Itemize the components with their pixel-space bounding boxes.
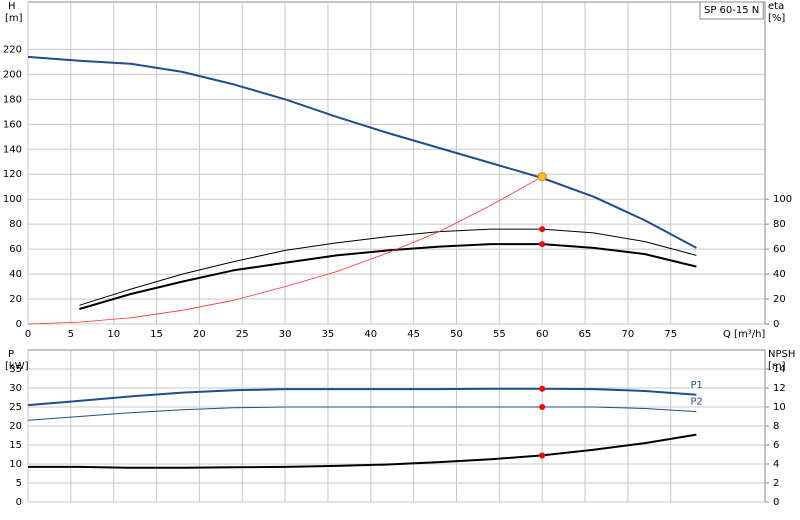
- curve-label: P2: [690, 397, 702, 408]
- y2-tick-label: 40: [773, 269, 786, 280]
- x-tick-label: 30: [279, 329, 292, 340]
- x-tick-label: 20: [193, 329, 206, 340]
- x-tick-label: 40: [364, 329, 377, 340]
- operating-point: [539, 385, 546, 392]
- y-tick-label: 35: [9, 364, 22, 375]
- y2-tick-label: 4: [773, 459, 779, 470]
- x-tick-label: 75: [664, 329, 677, 340]
- y2-axis-label: NPSH: [768, 349, 795, 360]
- curve: [27, 387, 697, 407]
- y-tick-label: 20: [9, 421, 22, 432]
- operating-point: [539, 241, 546, 248]
- y-tick-label: 60: [9, 244, 22, 255]
- x-tick-label: 5: [68, 329, 74, 340]
- y2-axis-label: eta: [768, 1, 784, 12]
- y-tick-label: 80: [9, 219, 22, 230]
- x-tick-label: 65: [579, 329, 592, 340]
- y-tick-label: 0: [16, 497, 22, 508]
- operating-point: [537, 172, 547, 182]
- y-tick-label: 30: [9, 383, 22, 394]
- y2-axis-unit: [m]: [768, 361, 786, 372]
- y-tick-label: 100: [3, 194, 22, 205]
- y2-tick-label: 8: [773, 421, 779, 432]
- y-axis-unit: [kW]: [5, 361, 29, 372]
- y-tick-label: 140: [3, 144, 22, 155]
- y-tick-label: 120: [3, 169, 22, 180]
- y-axis-label: H: [8, 1, 16, 12]
- y-tick-label: 20: [9, 294, 22, 305]
- y2-tick-label: 14: [773, 364, 786, 375]
- curve: [27, 55, 697, 249]
- y-tick-label: 180: [3, 94, 22, 105]
- y-axis-label: P: [8, 349, 14, 360]
- chart-title: SP 60-15 N: [704, 5, 759, 16]
- curve-label: P1: [690, 380, 702, 391]
- y2-tick-label: 2: [773, 478, 779, 489]
- y-tick-label: 220: [3, 44, 22, 55]
- y-tick-label: 10: [9, 459, 22, 470]
- x-tick-label: 50: [450, 329, 463, 340]
- title-box: [699, 1, 764, 20]
- y-tick-label: 5: [16, 478, 22, 489]
- curve: [79, 243, 697, 310]
- x-tick-label: 15: [150, 329, 163, 340]
- operating-point: [539, 404, 546, 410]
- y2-tick-label: 80: [773, 219, 786, 230]
- y-tick-label: 160: [3, 119, 22, 130]
- x-tick-label: 55: [493, 329, 506, 340]
- curve: [27, 176, 543, 325]
- y-tick-label: 25: [9, 402, 22, 413]
- x-tick-label: 0: [25, 329, 31, 340]
- x-tick-label: 25: [236, 329, 249, 340]
- y2-tick-label: 0: [773, 319, 779, 330]
- y-tick-label: 0: [16, 319, 22, 330]
- curve: [27, 406, 697, 421]
- y2-tick-label: 10: [773, 402, 786, 413]
- x-tick-label: 35: [322, 329, 335, 340]
- x-tick-label: 60: [536, 329, 549, 340]
- y-axis-unit: [m]: [5, 13, 23, 24]
- operating-point: [539, 226, 546, 233]
- y-tick-label: 200: [3, 69, 22, 80]
- curve: [79, 228, 697, 306]
- y2-axis-unit: [%]: [768, 13, 785, 24]
- y2-tick-label: 0: [773, 497, 779, 508]
- y2-tick-label: 100: [773, 194, 792, 205]
- y2-tick-label: 12: [773, 383, 786, 394]
- plot-area: [27, 1, 766, 325]
- curve: [28, 433, 697, 469]
- x-tick-label: 45: [407, 329, 420, 340]
- y2-tick-label: 60: [773, 244, 786, 255]
- y2-tick-label: 20: [773, 294, 786, 305]
- y2-tick-label: 6: [773, 440, 779, 451]
- x-axis-label: Q [m³/h]: [723, 329, 765, 340]
- operating-point: [539, 452, 546, 459]
- x-tick-label: 70: [622, 329, 635, 340]
- x-tick-label: 10: [107, 329, 120, 340]
- y-tick-label: 40: [9, 269, 22, 280]
- y-tick-label: 15: [9, 440, 22, 451]
